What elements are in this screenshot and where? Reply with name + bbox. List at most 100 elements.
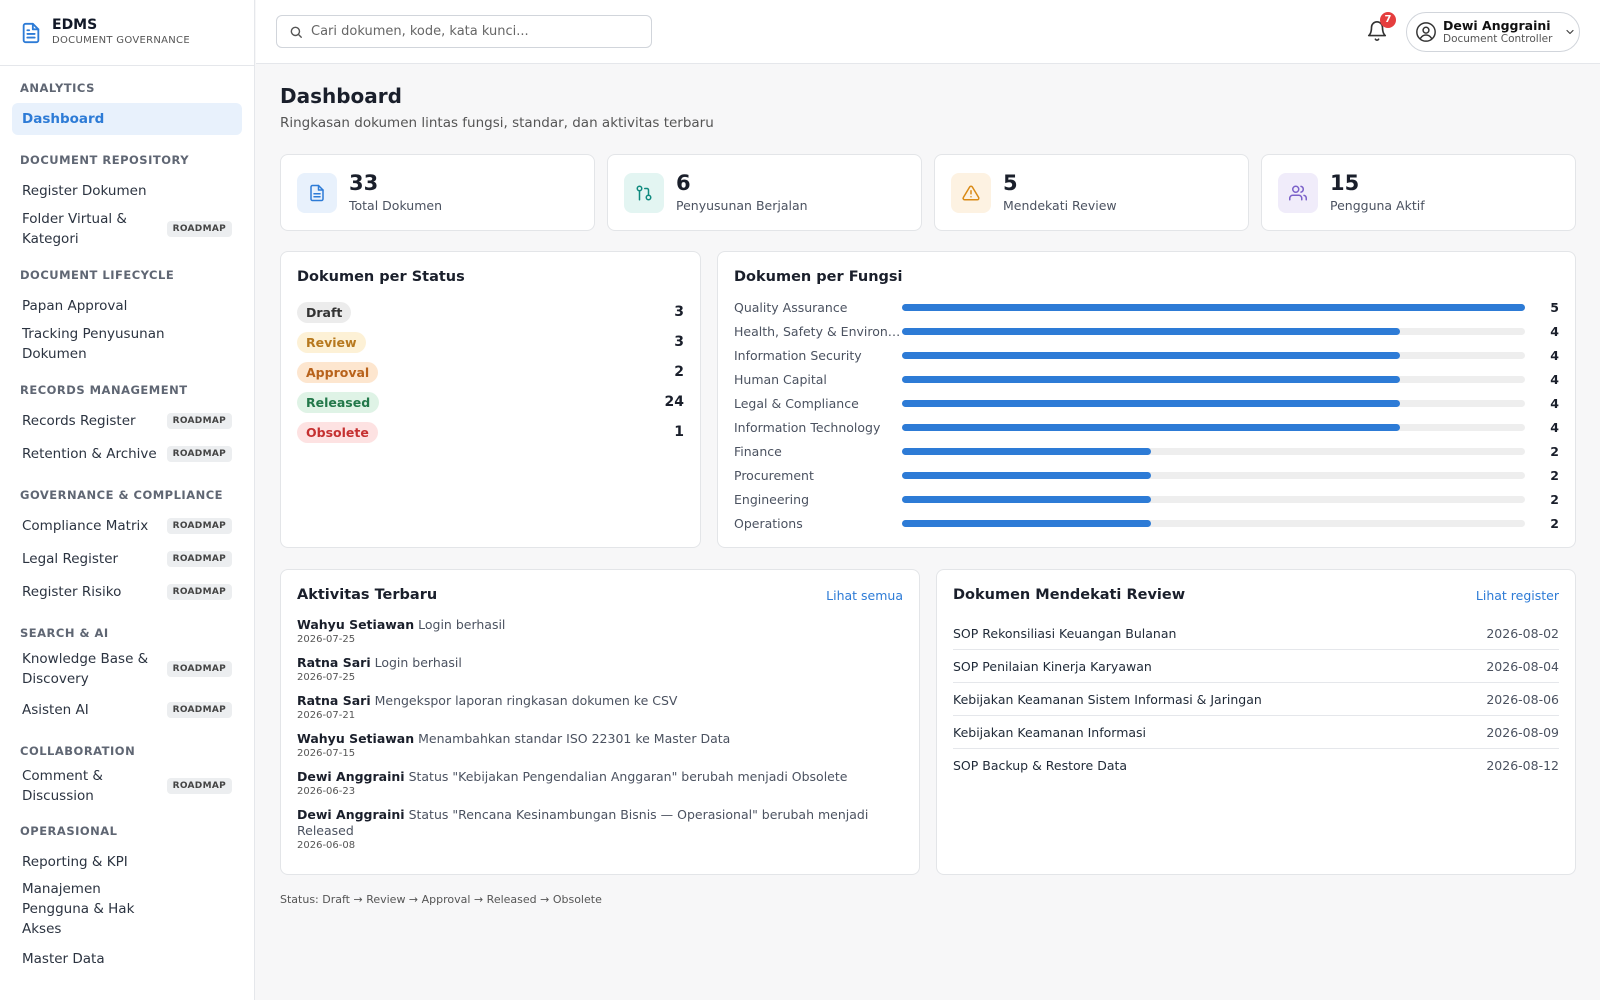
review-row[interactable]: Kebijakan Keamanan Informasi 2026-08-09 [953, 716, 1559, 749]
nav-section-label: DOCUMENT REPOSITORY [20, 153, 190, 167]
sidebar-item-comment-discussion[interactable]: Comment & Discussion ROADMAP [12, 766, 242, 806]
review-row[interactable]: SOP Backup & Restore Data 2026-08-12 [953, 749, 1559, 782]
status-count: 2 [674, 364, 684, 380]
sidebar-item-register-dokumen[interactable]: Register Dokumen [12, 175, 242, 207]
sidebar-item-register-risiko[interactable]: Register Risiko ROADMAP [12, 576, 242, 608]
fungsi-row-procurement[interactable]: Procurement 2 [734, 463, 1559, 487]
bar-track [901, 495, 1526, 503]
activity-line: Ratna Sari Login berhasil [297, 655, 903, 671]
activity-item: Wahyu Setiawan Menambahkan standar ISO 2… [297, 731, 903, 760]
bar-fill [901, 375, 1401, 383]
sidebar-item-label: Master Data [22, 951, 105, 967]
bar-fill [901, 495, 1151, 503]
activity-text: Mengekspor laporan ringkasan dokumen ke … [374, 693, 678, 708]
user-menu[interactable]: Dewi Anggraini Document Controller [1406, 12, 1580, 52]
stat-card-mendekati-review[interactable]: 5 Mendekati Review [934, 154, 1249, 231]
search-input[interactable] [311, 24, 631, 39]
bar-fill [901, 303, 1526, 311]
document-icon [20, 22, 42, 44]
status-row-obsolete[interactable]: Obsolete 1 [297, 417, 684, 447]
activity-item: Ratna Sari Login berhasil 2026-07-25 [297, 655, 903, 684]
sidebar-item-label: Dashboard [22, 111, 105, 127]
nav-section-label: SEARCH & AI [20, 626, 109, 640]
fungsi-label: Operations [734, 515, 803, 531]
sidebar-item-dashboard[interactable]: Dashboard [12, 103, 242, 135]
fungsi-row-quality-assurance[interactable]: Quality Assurance 5 [734, 295, 1559, 319]
stat-label: Mendekati Review [1003, 198, 1117, 213]
status-row-draft[interactable]: Draft 3 [297, 297, 684, 327]
status-count: 1 [674, 424, 684, 440]
fungsi-row-health-safety-environment[interactable]: Health, Safety & Environment 4 [734, 319, 1559, 343]
activity-item: Wahyu Setiawan Login berhasil 2026-07-25 [297, 617, 903, 646]
activity-user: Wahyu Setiawan [297, 617, 415, 632]
status-pill: Draft [297, 301, 352, 323]
stat-label: Pengguna Aktif [1330, 198, 1425, 213]
sidebar-item-reporting-kpi[interactable]: Reporting & KPI [12, 846, 242, 878]
fungsi-count: 4 [1550, 347, 1559, 363]
status-pill: Review [297, 331, 366, 353]
sidebar-item-records-register[interactable]: Records Register ROADMAP [12, 405, 242, 437]
activity-user: Ratna Sari [297, 655, 371, 670]
activity-item: Dewi Anggraini Status "Rencana Kesinambu… [297, 807, 903, 852]
fungsi-count: 4 [1550, 323, 1559, 339]
notification-badge: 7 [1380, 12, 1396, 28]
fungsi-label: Engineering [734, 491, 809, 507]
stat-value: 5 [1003, 171, 1018, 195]
activity-card-title: Aktivitas Terbaru [297, 587, 438, 603]
fungsi-count: 4 [1550, 371, 1559, 387]
sidebar-item-asisten-ai[interactable]: Asisten AI ROADMAP [12, 694, 242, 726]
sidebar-item-manajemen-pengguna-hak-akses[interactable]: Manajemen Pengguna & Hak Akses [12, 879, 242, 939]
fungsi-count: 5 [1550, 299, 1559, 315]
activity-user: Dewi Anggraini [297, 807, 405, 822]
sidebar-nav: ANALYTICS Dashboard DOCUMENT REPOSITORY Reg… [0, 66, 254, 975]
status-flow-note: Status: Draft → Review → Approval → Rele… [280, 893, 602, 906]
sidebar-item-label: Papan Approval [22, 298, 128, 314]
review-row[interactable]: SOP Penilaian Kinerja Karyawan 2026-08-04 [953, 650, 1559, 683]
sidebar-item-tracking-penyusunan-dokumen[interactable]: Tracking Penyusunan Dokumen [12, 323, 242, 365]
bell-icon[interactable] [1366, 20, 1388, 42]
activity-text: Status "Rencana Kesinambungan Bisnis — O… [297, 807, 869, 838]
search-box[interactable] [276, 15, 652, 48]
fungsi-label: Finance [734, 443, 782, 459]
sidebar-item-knowledge-base-discovery[interactable]: Knowledge Base & Discovery ROADMAP [12, 648, 242, 690]
activity-date: 2026-06-08 [297, 840, 356, 851]
top-header: 7 Dewi Anggraini Document Controller [256, 0, 1600, 64]
status-row-approval[interactable]: Approval 2 [297, 357, 684, 387]
stat-card-pengguna-aktif[interactable]: 15 Pengguna Aktif [1261, 154, 1576, 231]
roadmap-badge: ROADMAP [166, 518, 232, 534]
nav-section-label: COLLABORATION [20, 744, 136, 758]
fungsi-row-human-capital[interactable]: Human Capital 4 [734, 367, 1559, 391]
review-row[interactable]: SOP Rekonsiliasi Keuangan Bulanan 2026-08… [953, 617, 1559, 650]
sidebar-item-papan-approval[interactable]: Papan Approval [12, 290, 242, 322]
status-row-released[interactable]: Released 24 [297, 387, 684, 417]
sidebar-item-retention-archive[interactable]: Retention & Archive ROADMAP [12, 438, 242, 470]
fungsi-row-operations[interactable]: Operations 2 [734, 511, 1559, 535]
review-date: 2026-08-09 [1486, 724, 1559, 740]
fungsi-row-information-security[interactable]: Information Security 4 [734, 343, 1559, 367]
fungsi-row-finance[interactable]: Finance 2 [734, 439, 1559, 463]
stat-card-penyusunan-berjalan[interactable]: 6 Penyusunan Berjalan [607, 154, 922, 231]
sidebar-item-folder-virtual-kategori[interactable]: Folder Virtual & Kategori ROADMAP [12, 208, 242, 250]
bar-track [901, 375, 1526, 383]
activity-text: Menambahkan standar ISO 22301 ke Master … [418, 731, 731, 746]
stat-card-total-dokumen[interactable]: 33 Total Dokumen [280, 154, 595, 231]
roadmap-badge: ROADMAP [166, 584, 232, 600]
status-row-review[interactable]: Review 3 [297, 327, 684, 357]
fungsi-row-information-technology[interactable]: Information Technology 4 [734, 415, 1559, 439]
nav-section-label: ANALYTICS [20, 81, 95, 95]
fungsi-label: Information Security [734, 347, 862, 363]
bar-track [901, 351, 1526, 359]
activity-item: Ratna Sari Mengekspor laporan ringkasan … [297, 693, 903, 722]
view-register-link[interactable]: Lihat register [1475, 587, 1559, 603]
review-row[interactable]: Kebijakan Keamanan Sistem Informasi & Ja… [953, 683, 1559, 716]
see-all-link[interactable]: Lihat semua [826, 587, 903, 603]
sidebar-item-compliance-matrix[interactable]: Compliance Matrix ROADMAP [12, 510, 242, 542]
warning-icon [951, 172, 991, 213]
fungsi-row-engineering[interactable]: Engineering 2 [734, 487, 1559, 511]
review-date: 2026-08-02 [1486, 625, 1559, 641]
sidebar-item-master-data[interactable]: Master Data [12, 943, 242, 975]
sidebar-item-legal-register[interactable]: Legal Register ROADMAP [12, 543, 242, 575]
stat-value: 15 [1330, 171, 1360, 195]
brand[interactable]: EDMS DOCUMENT GOVERNANCE [0, 0, 254, 66]
fungsi-row-legal-compliance[interactable]: Legal & Compliance 4 [734, 391, 1559, 415]
